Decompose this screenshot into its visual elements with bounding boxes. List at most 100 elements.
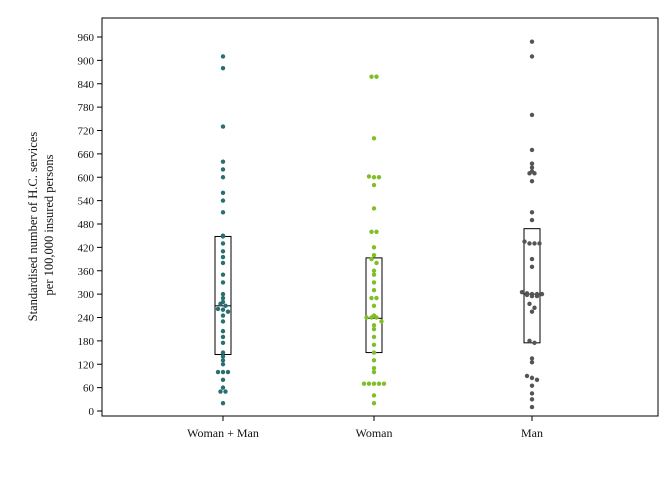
data-point <box>371 182 377 188</box>
data-point <box>374 74 379 79</box>
y-tick-label: 480 <box>78 219 95 231</box>
data-point <box>364 315 369 320</box>
data-point <box>220 272 226 277</box>
data-point <box>529 217 535 223</box>
data-point <box>366 381 372 386</box>
x-axis: Woman + Man Woman Man <box>187 416 543 440</box>
y-tick-label: 720 <box>78 126 95 138</box>
y-tick-label: 660 <box>78 149 95 161</box>
plot-frame <box>101 17 659 417</box>
data-point <box>371 272 377 277</box>
data-point <box>220 307 226 312</box>
x-tick-label: Woman + Man <box>187 426 259 440</box>
data-point <box>529 360 535 365</box>
x-tick-label: Man <box>521 426 543 440</box>
data-point <box>220 54 226 59</box>
data-point <box>371 369 377 375</box>
data-point <box>369 74 374 79</box>
y-tick-label: 960 <box>78 32 95 44</box>
data-point <box>529 178 535 184</box>
data-point <box>220 328 226 334</box>
data-point <box>529 383 535 388</box>
data-point <box>529 210 535 215</box>
data-point <box>371 323 377 328</box>
data-point <box>371 252 377 258</box>
data-point <box>532 305 537 310</box>
y-tick-label: 900 <box>78 55 95 67</box>
y-tick-label: 600 <box>78 172 95 184</box>
data-point <box>529 161 535 166</box>
data-point <box>532 241 537 246</box>
data-point <box>220 65 226 71</box>
data-point <box>220 319 226 324</box>
data-point <box>220 190 226 196</box>
data-point <box>529 356 535 361</box>
data-point <box>374 295 379 301</box>
data-point <box>220 280 226 285</box>
data-point <box>369 229 374 234</box>
data-point <box>374 229 379 234</box>
data-point <box>371 326 377 332</box>
data-point <box>529 112 535 118</box>
y-tick-label: 240 <box>78 313 95 325</box>
data-point <box>529 165 535 170</box>
data-point <box>220 334 226 340</box>
data-point <box>537 241 542 246</box>
data-point <box>376 381 382 386</box>
data-point <box>220 340 226 346</box>
y-tick-label: 360 <box>78 266 95 278</box>
data-point <box>529 397 535 402</box>
data-point <box>524 292 530 298</box>
data-point <box>369 256 374 262</box>
data-point <box>524 373 530 379</box>
data-point <box>529 54 535 59</box>
data-point <box>532 171 537 176</box>
data-point <box>371 136 377 141</box>
data-point <box>220 362 226 367</box>
data-point <box>371 342 377 347</box>
data-point <box>225 369 231 375</box>
boxes <box>214 228 541 356</box>
data-point <box>220 358 226 363</box>
y-tick-label: 540 <box>78 196 95 208</box>
y-tick-label: 60 <box>83 383 95 395</box>
data-point <box>225 309 231 314</box>
y-axis-label-line-1: Standardised number of H.C. services <box>26 132 40 322</box>
data-point <box>371 358 377 363</box>
y-tick-label: 180 <box>78 336 95 348</box>
data-point <box>371 280 377 285</box>
y-tick-label: 780 <box>78 102 95 114</box>
data-point <box>218 389 223 394</box>
data-point <box>381 381 387 386</box>
data-point <box>376 175 382 180</box>
data-point <box>371 303 377 309</box>
data-point <box>534 293 540 299</box>
data-point <box>220 198 226 203</box>
data-point <box>220 291 226 297</box>
data-point <box>529 404 535 410</box>
data-point <box>371 288 377 293</box>
data-point <box>220 369 226 375</box>
data-point <box>371 268 377 273</box>
data-point <box>220 313 226 318</box>
data-point <box>223 303 228 309</box>
data-point <box>529 391 535 396</box>
data-point <box>529 375 535 381</box>
data-point <box>529 147 535 153</box>
data-point <box>371 245 377 250</box>
data-points <box>215 39 545 410</box>
x-tick-label: Woman <box>355 426 392 440</box>
data-point <box>522 239 527 244</box>
y-axis-label-line-2: per 100,000 insured persons <box>42 154 56 295</box>
data-point <box>529 39 535 44</box>
data-point <box>527 171 532 176</box>
data-point <box>519 289 525 295</box>
data-point <box>374 260 379 266</box>
data-point <box>366 174 372 179</box>
y-axis: 0 60 120 180 240 300 360 420 480 540 600 660 720 780 8… <box>78 32 102 418</box>
data-point <box>220 260 226 266</box>
data-point <box>371 381 377 386</box>
data-point <box>220 167 226 172</box>
data-point <box>218 301 223 307</box>
